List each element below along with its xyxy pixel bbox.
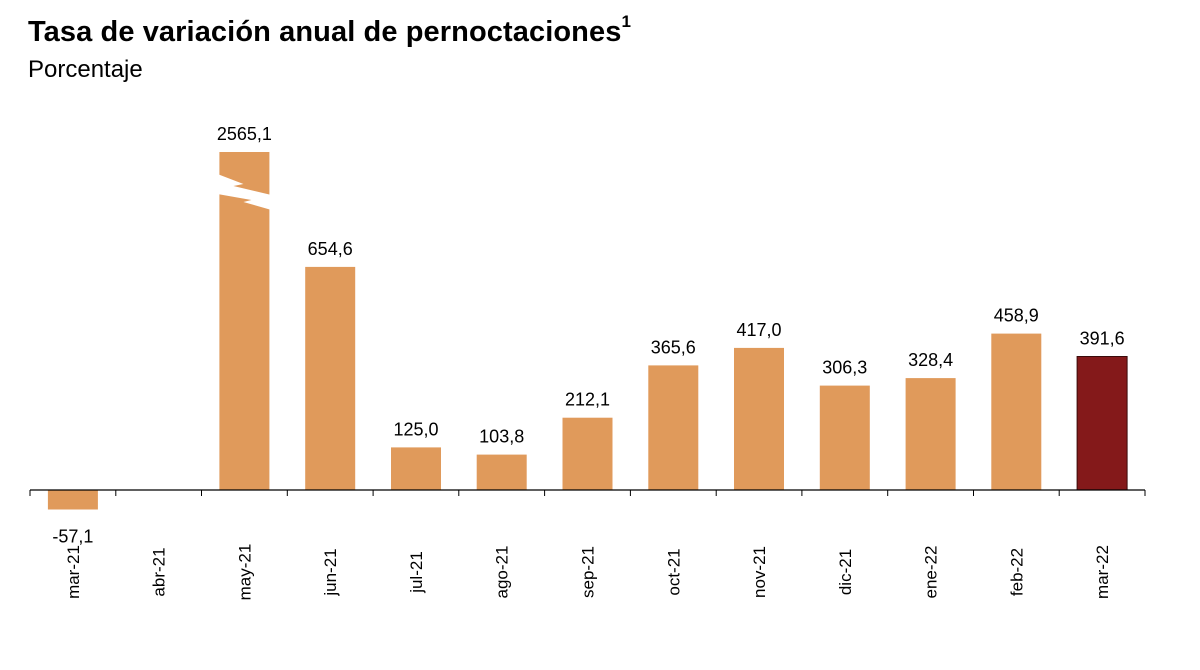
data-label-mar-22: 391,6 <box>1080 329 1125 349</box>
bar-jun-21 <box>305 266 356 490</box>
x-tick-label-ene-22: ene-22 <box>922 546 941 599</box>
x-tick-label-mar-21: mar-21 <box>64 545 83 599</box>
x-tick-label-dic-21: dic-21 <box>836 549 855 595</box>
data-label-jun-21: 654,6 <box>308 239 353 259</box>
data-label-feb-22: 458,9 <box>994 306 1039 326</box>
data-label-ago-21: 103,8 <box>479 427 524 447</box>
x-tick-label-jun-21: jun-21 <box>321 548 340 596</box>
bar-ene-22 <box>905 378 956 490</box>
x-tick-label-jul-21: jul-21 <box>407 551 426 594</box>
data-label-nov-21: 417,0 <box>736 320 781 340</box>
data-label-sep-21: 212,1 <box>565 390 610 410</box>
x-tick-label-may-21: may-21 <box>235 544 254 601</box>
data-label-jul-21: 125,0 <box>393 419 438 439</box>
x-tick-label-abr-21: abr-21 <box>150 547 169 596</box>
bar-dic-21 <box>819 385 870 490</box>
x-tick-label-mar-22: mar-22 <box>1093 545 1112 599</box>
bar-mar-21 <box>47 490 98 510</box>
x-tick-label-sep-21: sep-21 <box>579 546 598 598</box>
axis-break-marker <box>217 174 272 210</box>
x-tick-label-feb-22: feb-22 <box>1007 548 1026 596</box>
title-footnote-marker: 1 <box>621 12 632 31</box>
bar-nov-21 <box>734 347 784 490</box>
chart-subtitle: Porcentaje <box>28 56 143 83</box>
bar-ago-21 <box>476 454 527 490</box>
data-label-ene-22: 328,4 <box>908 350 953 370</box>
bar-may-21 <box>219 152 270 490</box>
x-tick-label-oct-21: oct-21 <box>664 548 683 595</box>
bar-sep-21 <box>562 417 613 490</box>
bar-oct-21 <box>648 365 699 490</box>
bar-jul-21 <box>391 447 441 490</box>
x-tick-label-nov-21: nov-21 <box>750 546 769 598</box>
bar-mar-22 <box>1076 356 1128 491</box>
data-label-may-21: 2565,1 <box>217 124 272 144</box>
x-tick-label-ago-21: ago-21 <box>493 546 512 599</box>
data-label-mar-21: -57,1 <box>52 527 93 547</box>
chart-title: Tasa de variación anual de pernoctacione… <box>28 12 632 48</box>
data-label-oct-21: 365,6 <box>651 337 696 357</box>
data-label-dic-21: 306,3 <box>822 358 867 378</box>
bar-feb-22 <box>991 333 1042 490</box>
